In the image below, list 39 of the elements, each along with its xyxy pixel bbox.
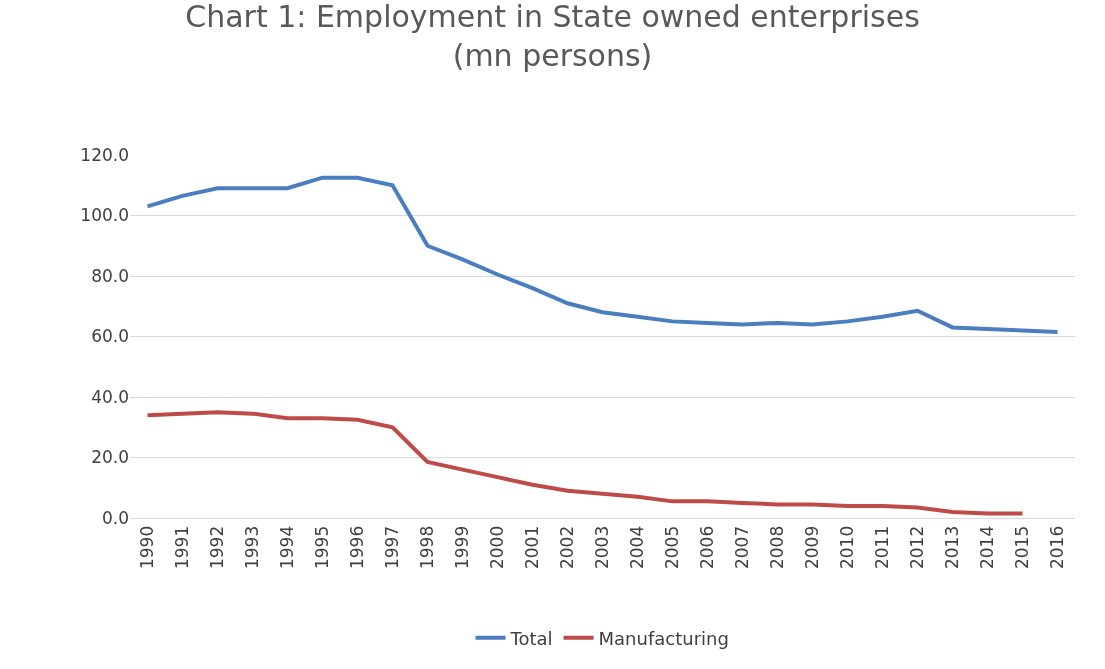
x-tick-label: 2016 — [1047, 525, 1068, 570]
x-tick-label: 2008 — [767, 525, 788, 570]
legend-label: Manufacturing — [598, 627, 729, 649]
x-tick-label: 2000 — [487, 525, 508, 570]
y-tick-label: 0.0 — [101, 507, 129, 528]
x-tick-label: 2005 — [662, 525, 683, 570]
y-tick-label: 100.0 — [80, 205, 129, 226]
x-tick-label: 2002 — [557, 525, 578, 570]
y-tick-label: 60.0 — [91, 326, 129, 347]
x-tick-label: 1993 — [242, 525, 263, 570]
x-tick-label: 2011 — [872, 525, 893, 570]
x-tick-label: 2012 — [907, 525, 928, 570]
x-tick-label: 1995 — [312, 525, 333, 570]
x-tick-label: 2010 — [837, 525, 858, 570]
line-series — [145, 175, 1060, 334]
legend-label: Total — [509, 627, 553, 649]
line-series — [145, 410, 1025, 516]
x-tick-label: 1992 — [207, 525, 228, 570]
x-tick-label: 1990 — [137, 525, 158, 570]
x-tick-label: 2009 — [802, 525, 823, 570]
y-tick-label: 120.0 — [80, 144, 129, 165]
y-tick-label: 40.0 — [91, 386, 129, 407]
x-tick-label: 1991 — [172, 525, 193, 570]
x-tick-label: 2001 — [522, 525, 543, 570]
y-tick-label: 20.0 — [91, 447, 129, 468]
x-tick-label: 2004 — [627, 525, 648, 570]
x-tick-label: 2015 — [1012, 525, 1033, 570]
y-tick-label: 80.0 — [91, 265, 129, 286]
x-tick-label: 1998 — [417, 525, 438, 570]
x-tick-label: 2007 — [732, 525, 753, 570]
x-tick-label: 2013 — [942, 525, 963, 570]
chart-title: Chart 1: Employment in State owned enterprises (mn persons) — [185, 0, 920, 73]
x-tick-label: 2006 — [697, 525, 718, 570]
x-tick-label: 1997 — [382, 525, 403, 570]
x-tick-label: 2003 — [592, 525, 613, 570]
x-tick-label: 2014 — [977, 525, 998, 570]
x-tick-label: 1996 — [347, 525, 368, 570]
x-tick-label: 1994 — [277, 525, 298, 570]
x-tick-label: 1999 — [452, 525, 473, 570]
